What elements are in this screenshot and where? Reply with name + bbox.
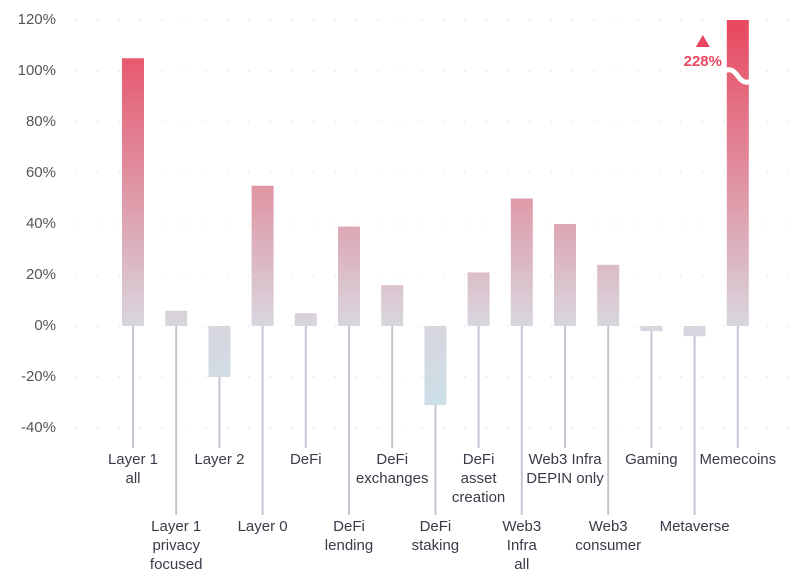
y-tick-label: 20% — [26, 266, 56, 283]
bar — [338, 226, 360, 326]
x-tick-line: Web3 — [502, 518, 541, 535]
x-tick-line: Web3 — [589, 518, 628, 535]
axis-break — [722, 67, 754, 85]
x-tick-label: Layer 1 all — [108, 451, 158, 487]
bar — [251, 185, 274, 326]
x-tick-line: creation — [452, 489, 505, 506]
x-tick-line: Infra — [507, 537, 538, 554]
x-tick-line: DEPIN only — [526, 470, 604, 487]
bar — [683, 326, 706, 337]
value-label: 228% — [684, 53, 722, 70]
bar — [510, 198, 533, 326]
bar — [640, 326, 663, 332]
x-tick-line: Metaverse — [660, 518, 730, 535]
bar — [467, 272, 490, 326]
x-tick-label: Web3 Infra DEPIN only — [526, 451, 604, 487]
x-tick-label: Layer 2 — [194, 451, 244, 468]
x-tick-line: focused — [150, 556, 203, 573]
x-tick-line: all — [514, 556, 529, 573]
x-tick-line: exchanges — [356, 470, 429, 487]
annotation-arrow — [695, 35, 710, 47]
x-tick-label: Memecoins — [699, 451, 776, 468]
x-tick-line: lending — [325, 537, 373, 554]
x-tick-line: asset — [461, 470, 498, 487]
x-tick-line: Layer 0 — [238, 518, 288, 535]
bar — [122, 58, 144, 326]
y-tick-label: 100% — [18, 62, 56, 79]
x-tick-label: DeFi lending — [325, 518, 373, 554]
x-tick-line: Gaming — [625, 451, 678, 468]
y-tick-label: -40% — [21, 419, 56, 436]
x-tick-line: DeFi — [333, 518, 365, 535]
x-tick-line: staking — [412, 537, 460, 554]
x-tick-label: Layer 0 — [238, 518, 288, 535]
x-tick-label: Layer 1 privacy focused — [150, 518, 203, 573]
x-tick-label: Gaming — [625, 451, 678, 468]
x-tick-label: DeFi staking — [412, 518, 460, 554]
bar — [208, 326, 231, 377]
y-tick-label: 0% — [34, 317, 56, 334]
bar — [424, 326, 447, 406]
bar — [165, 310, 188, 326]
bar — [726, 20, 749, 326]
x-tick-line: all — [125, 470, 140, 487]
x-tick-label: Web3 Infra all — [502, 518, 541, 573]
bar — [597, 264, 620, 326]
y-tick-label: -20% — [21, 368, 56, 385]
x-tick-label: DeFi asset creation — [452, 451, 505, 506]
y-tick-label: 60% — [26, 164, 56, 181]
x-tick-line: Layer 1 — [108, 451, 158, 468]
x-tick-line: Layer 2 — [194, 451, 244, 468]
x-tick-line: privacy — [152, 537, 200, 554]
x-tick-label: Metaverse — [660, 518, 730, 535]
y-tick-label: 80% — [26, 113, 56, 130]
x-tick-line: consumer — [575, 537, 641, 554]
x-tick-label: Web3 consumer — [575, 518, 641, 554]
bar — [294, 313, 317, 326]
x-tick-line: Web3 Infra — [528, 451, 602, 468]
x-tick-line: Layer 1 — [151, 518, 201, 535]
x-tick-label: DeFi exchanges — [356, 451, 429, 487]
x-tick-line: DeFi — [290, 451, 322, 468]
bar — [554, 224, 576, 326]
y-tick-label: 120% — [18, 11, 56, 28]
bar — [381, 285, 404, 326]
y-tick-label: 40% — [26, 215, 56, 232]
x-tick-line: DeFi — [376, 451, 408, 468]
x-tick-line: DeFi — [463, 451, 495, 468]
x-tick-line: DeFi — [420, 518, 452, 535]
x-tick-line: Memecoins — [699, 451, 776, 468]
x-tick-label: DeFi — [290, 451, 322, 468]
